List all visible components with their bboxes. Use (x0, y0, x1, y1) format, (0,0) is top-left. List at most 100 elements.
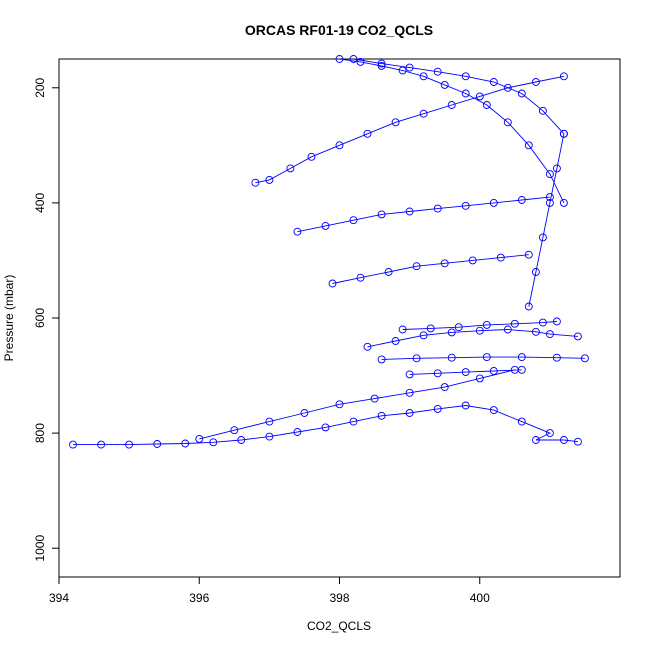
data-point (440, 383, 449, 392)
data-point (349, 216, 358, 225)
data-point (405, 370, 414, 379)
data-point (405, 63, 414, 72)
data-point (524, 250, 533, 259)
data-point (307, 152, 316, 161)
data-point (265, 417, 274, 426)
data-point (349, 417, 358, 426)
chart-title: ORCAS RF01-19 CO2_QCLS (245, 22, 433, 38)
data-point (440, 259, 449, 268)
data-point (377, 210, 386, 219)
data-point (538, 318, 547, 327)
series-line (339, 58, 565, 204)
data-point (300, 409, 309, 417)
data-point (538, 106, 547, 115)
data-point (468, 256, 477, 265)
data-point (545, 170, 554, 179)
data-point (363, 129, 372, 138)
data-point (405, 388, 414, 397)
data-point (377, 355, 386, 364)
data-point (503, 118, 512, 127)
series-line (199, 369, 515, 440)
data-point (286, 164, 295, 173)
data-point (524, 141, 533, 150)
data-point (517, 417, 526, 426)
data-point (356, 57, 365, 66)
x-axis: 394 396 398 400 (49, 576, 490, 605)
data-point (125, 440, 134, 449)
data-point (321, 423, 330, 432)
data-point (293, 428, 302, 436)
data-point (461, 72, 470, 81)
data-point (195, 434, 204, 443)
series-points (69, 55, 589, 449)
data-point (433, 369, 442, 378)
data-point (251, 178, 260, 187)
data-point (545, 330, 554, 339)
data-point (209, 438, 218, 447)
data-point (412, 262, 421, 271)
series-line (528, 133, 565, 307)
y-tick-label: 600 (33, 308, 47, 328)
data-point (426, 324, 435, 333)
y-axis: 200 400 600 800 1000 (33, 77, 60, 562)
data-point (524, 302, 533, 311)
data-point (398, 66, 407, 75)
data-point (384, 268, 393, 276)
data-point (538, 233, 547, 242)
x-axis-label: CO2_QCLS (307, 619, 371, 633)
data-point (153, 440, 162, 448)
data-point (405, 207, 414, 216)
data-point (419, 109, 428, 118)
data-point (181, 439, 190, 448)
data-point (461, 89, 470, 98)
plot-area (58, 58, 621, 578)
data-point (377, 411, 386, 420)
data-point (531, 327, 540, 336)
data-point (489, 78, 498, 86)
data-point (517, 89, 526, 98)
data-point (489, 406, 498, 415)
data-point (433, 67, 442, 76)
data-point (356, 273, 365, 282)
data-point (552, 164, 561, 173)
data-point (377, 61, 386, 70)
data-point (580, 354, 589, 363)
data-point (328, 279, 337, 288)
data-point (440, 80, 449, 89)
data-point (489, 198, 498, 207)
data-point (97, 440, 106, 449)
data-point (552, 353, 561, 362)
data-point (545, 198, 554, 207)
data-point (405, 409, 414, 417)
data-point (461, 401, 470, 410)
data-point (517, 196, 526, 204)
data-point (503, 325, 512, 334)
data-point (447, 328, 456, 337)
x-tick-label: 400 (470, 591, 490, 605)
data-point (447, 101, 456, 109)
series-line (332, 254, 529, 284)
data-point (545, 429, 554, 438)
data-point (412, 354, 421, 363)
data-point (293, 227, 302, 236)
data-point (454, 323, 463, 332)
y-axis-label: Pressure (mbar) (2, 275, 16, 362)
data-point (237, 436, 246, 444)
data-point (475, 92, 484, 101)
data-point (545, 193, 554, 202)
data-point (230, 426, 239, 435)
y-tick-label: 200 (33, 77, 47, 97)
data-point (461, 201, 470, 210)
data-point (321, 221, 330, 230)
data-point (482, 101, 491, 109)
data-point (433, 404, 442, 413)
series-line (381, 356, 585, 360)
y-tick-label: 400 (33, 193, 47, 213)
data-point (559, 436, 568, 444)
data-point (489, 367, 498, 375)
data-point (552, 317, 561, 326)
data-point (559, 129, 568, 138)
data-point (349, 55, 358, 63)
data-point (475, 374, 484, 383)
